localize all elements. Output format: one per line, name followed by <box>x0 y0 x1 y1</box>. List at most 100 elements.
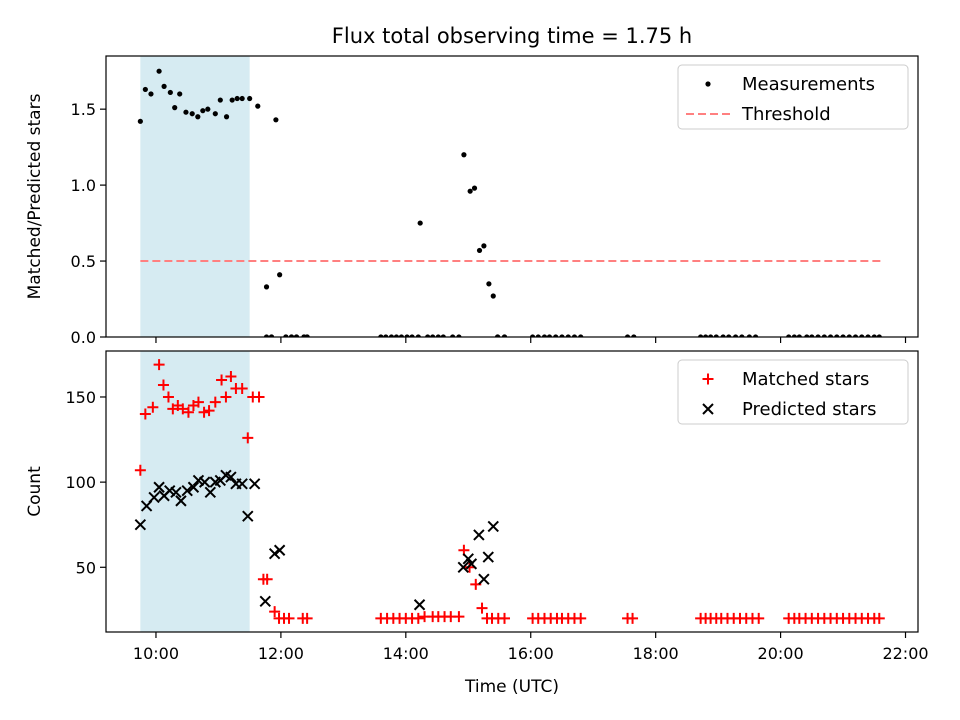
measurement-point <box>471 185 478 191</box>
matched-star-marker <box>182 406 194 418</box>
measurement-point-zero <box>726 334 732 337</box>
measurement-point-zero <box>535 334 541 337</box>
predicted-star-marker <box>248 478 261 490</box>
matched-star-marker <box>464 561 476 573</box>
measurement-point-zero <box>624 334 631 337</box>
measurement-point-zero <box>876 334 882 337</box>
matched-star-marker <box>209 396 221 408</box>
predicted-star-marker <box>273 544 286 556</box>
measurement-point-zero <box>713 334 719 337</box>
measurement-point <box>476 247 483 254</box>
counts-x-tick-label: 22:00 <box>882 644 928 663</box>
counts-y-axis-label: Count <box>25 466 45 517</box>
ratio-observing-window-shade <box>140 56 250 337</box>
matched-star-marker <box>203 405 215 417</box>
measurement-point-zero <box>698 334 704 337</box>
measurement-point-zero <box>546 334 553 337</box>
counts-x-tick-label: 16:00 <box>508 644 554 663</box>
measurement-point-zero <box>268 334 275 337</box>
measurement-point-zero <box>559 334 565 337</box>
ratio-axes-frame <box>105 55 919 338</box>
matched-star-marker <box>192 396 204 408</box>
measurement-point <box>161 83 167 89</box>
measurement-point-zero <box>571 334 578 337</box>
matched-star-marker <box>177 403 189 415</box>
measurement-point-zero <box>804 334 810 337</box>
measurement-point-zero <box>283 334 289 337</box>
counts-x-tick-label: 18:00 <box>633 644 679 663</box>
measurement-point <box>467 188 473 194</box>
matched-star-marker <box>283 612 295 624</box>
matched-star-marker <box>499 612 511 624</box>
matched-star-marker <box>236 382 248 394</box>
counts-x-tick-label: 14:00 <box>383 644 429 663</box>
predicted-star-marker <box>153 481 165 493</box>
counts-axes-frame <box>105 350 919 633</box>
chart-title: Flux total observing time = 1.75 h <box>332 24 692 48</box>
measurement-point-zero <box>304 334 310 337</box>
measurement-point-zero <box>404 334 410 337</box>
ratio-legend: Measurements Threshold <box>677 64 909 130</box>
matched-star-marker <box>453 611 465 623</box>
measurement-point <box>239 95 245 102</box>
measurement-point <box>167 89 173 96</box>
measurement-point <box>217 97 223 103</box>
measurement-point-zero <box>383 334 389 337</box>
predicted-star-marker <box>482 551 494 563</box>
measurement-point-zero <box>378 334 384 337</box>
matched-star-marker <box>269 606 281 618</box>
measurement-point <box>223 114 230 120</box>
measurement-point-zero <box>865 334 871 337</box>
predicted-star-marker <box>187 481 200 493</box>
ratio-y-tick-label: 1.0 <box>71 176 96 195</box>
measurement-point-zero <box>753 334 759 337</box>
measurement-point <box>229 97 235 103</box>
legend-entry-label: Predicted stars <box>742 399 876 420</box>
measurement-point-zero <box>834 334 840 337</box>
measurement-point-zero <box>786 334 792 337</box>
measurement-point-zero <box>746 334 752 337</box>
legend-predicted-marker <box>702 403 714 415</box>
predicted-star-marker <box>457 561 469 573</box>
measurement-point <box>148 91 154 97</box>
legend-entry-label: Measurements <box>742 74 875 95</box>
matched-star-marker <box>301 612 313 624</box>
measurement-point <box>273 117 279 123</box>
measurement-point-zero <box>840 334 846 337</box>
predicted-star-marker <box>478 573 490 585</box>
measurement-point <box>172 105 178 111</box>
measurement-point-zero <box>821 334 827 337</box>
ratio-panel: 0.0 0.5 1.0 1.5 Matched/Predicted stars Measu… <box>25 55 919 347</box>
predicted-star-marker <box>473 529 485 541</box>
predicted-star-marker <box>487 520 499 533</box>
legend-matched-marker <box>702 373 714 385</box>
counts-y-tick-label: 50 <box>76 558 96 577</box>
predicted-star-marker <box>134 519 147 531</box>
predicted-star-marker <box>268 547 281 560</box>
measurement-point <box>142 86 148 93</box>
measurement-point-zero <box>852 334 859 337</box>
measurement-point-zero <box>703 334 709 337</box>
matched-star-marker <box>225 371 237 383</box>
measurement-point <box>247 95 253 102</box>
measurement-point <box>183 109 189 115</box>
measurement-point-zero <box>415 334 421 337</box>
measurement-point-zero <box>398 334 405 337</box>
matched-star-marker <box>220 391 232 403</box>
legend-entry-label: Matched stars <box>742 369 869 390</box>
matched-star-marker <box>753 612 765 624</box>
predicted-star-marker <box>259 595 271 608</box>
measurement-point-zero <box>553 334 559 337</box>
predicted-star-marker <box>462 553 474 565</box>
legend-entry-label: Threshold <box>741 104 831 125</box>
matched-star-marker <box>147 401 159 413</box>
measurement-point-zero <box>430 334 436 337</box>
counts-plot-area <box>134 351 885 632</box>
measurement-point <box>195 114 201 120</box>
measurement-point <box>156 68 162 74</box>
counts-x-tick-label: 12:00 <box>258 644 304 663</box>
predicted-star-marker <box>225 471 237 483</box>
counts-x-tick-label: 20:00 <box>758 644 804 663</box>
measurement-point-zero <box>708 334 714 337</box>
